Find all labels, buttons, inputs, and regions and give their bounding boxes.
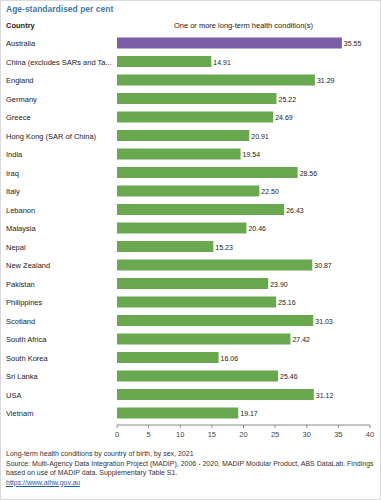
x-label: One or more long-term health condition(s…	[174, 21, 314, 30]
data-label: 25.22	[279, 96, 297, 103]
category-label: England	[6, 76, 34, 85]
data-label: 27.42	[292, 336, 310, 343]
tick-label: 40	[366, 430, 374, 439]
tick	[243, 425, 244, 428]
data-label: 25.46	[280, 373, 298, 380]
tick-label: 30	[303, 430, 311, 439]
category-label: Nepal	[6, 243, 26, 252]
data-label: 26.43	[286, 207, 304, 214]
category-label: Malaysia	[6, 224, 36, 233]
data-label: 19.54	[243, 151, 261, 158]
tick	[148, 425, 149, 428]
url[interactable]: https://www.aihw.gov.au	[6, 479, 80, 486]
category-label: Scotland	[6, 317, 35, 326]
bar	[117, 408, 238, 419]
bars	[117, 38, 342, 419]
bar	[117, 389, 314, 400]
category-label: USA	[6, 391, 21, 400]
data-label: 16.06	[221, 355, 239, 362]
category-label: New Zealand	[6, 261, 50, 270]
category-label: South Africa	[6, 335, 47, 344]
data-label: 22.50	[261, 188, 279, 195]
data-label: 28.56	[300, 170, 318, 177]
data-label: 24.69	[275, 114, 293, 121]
data-label: 35.55	[344, 40, 362, 47]
tick	[338, 425, 339, 428]
category-label: Italy	[6, 187, 20, 196]
tick-label: 5	[147, 430, 151, 439]
url-line: https://www.aihw.gov.au	[6, 478, 374, 488]
data-label: 19.17	[240, 410, 258, 417]
title: Age-standardised per cent	[6, 4, 113, 14]
tick	[211, 425, 212, 428]
data-label: 14.91	[213, 59, 231, 66]
bar	[117, 371, 278, 382]
source: Source: Multi-Agency Data Integration Pr…	[6, 459, 374, 478]
data-label: 23.90	[270, 281, 288, 288]
bar	[117, 56, 211, 67]
tick-label: 10	[176, 430, 184, 439]
tick	[180, 425, 181, 428]
tick-label: 25	[271, 430, 279, 439]
tick-label: 0	[115, 430, 119, 439]
tick	[275, 425, 276, 428]
category-label: South Korea	[6, 354, 49, 363]
chart: Age-standardised per cent Country One or m…	[0, 0, 381, 446]
bar	[117, 241, 213, 252]
data-label: 20.91	[251, 133, 269, 140]
bar	[117, 93, 277, 104]
category-label: Greece	[6, 113, 31, 122]
category-label: Philippines	[6, 298, 43, 307]
bar	[117, 75, 315, 86]
bar	[117, 297, 276, 308]
data-label: 25.16	[278, 299, 296, 306]
bar	[117, 352, 219, 363]
notes: Long-term health conditions by country o…	[6, 449, 374, 487]
bar	[117, 167, 298, 178]
bar	[117, 149, 241, 160]
bar	[117, 223, 246, 234]
category-label: Lebanon	[6, 206, 35, 215]
bar	[117, 260, 312, 271]
data-label: 30.87	[314, 262, 332, 269]
data-label: 31.03	[315, 318, 333, 325]
tick	[306, 425, 307, 428]
tick	[370, 425, 371, 428]
bar	[117, 278, 268, 289]
bar	[117, 112, 273, 123]
bar	[117, 38, 342, 49]
bar	[117, 315, 313, 326]
data-label: 31.12	[316, 392, 334, 399]
tick-label: 35	[334, 430, 342, 439]
category-label: Germany	[6, 95, 37, 104]
y-label: Country	[6, 21, 36, 30]
category-label: Vietnam	[6, 409, 33, 418]
data-label: 20.46	[248, 225, 266, 232]
category-label: China (excludes SARs and Ta...	[6, 58, 112, 67]
data-label: 31.29	[317, 77, 335, 84]
category-label: India	[6, 150, 23, 159]
tick-label: 20	[239, 430, 247, 439]
category-label: Hong Kong (SAR of China)	[6, 132, 97, 141]
category-label: Australia	[6, 39, 36, 48]
category-label: Iraq	[6, 169, 19, 178]
bar	[117, 130, 249, 141]
tick-label: 15	[208, 430, 216, 439]
category-label: Pakistan	[6, 280, 35, 289]
bar	[117, 334, 290, 345]
category-label: Sri Lanka	[6, 372, 39, 381]
bar	[117, 204, 284, 215]
caption: Long-term health conditions by country o…	[6, 449, 374, 459]
bar	[117, 186, 259, 197]
data-label: 15.23	[215, 244, 233, 251]
tick	[117, 425, 118, 428]
